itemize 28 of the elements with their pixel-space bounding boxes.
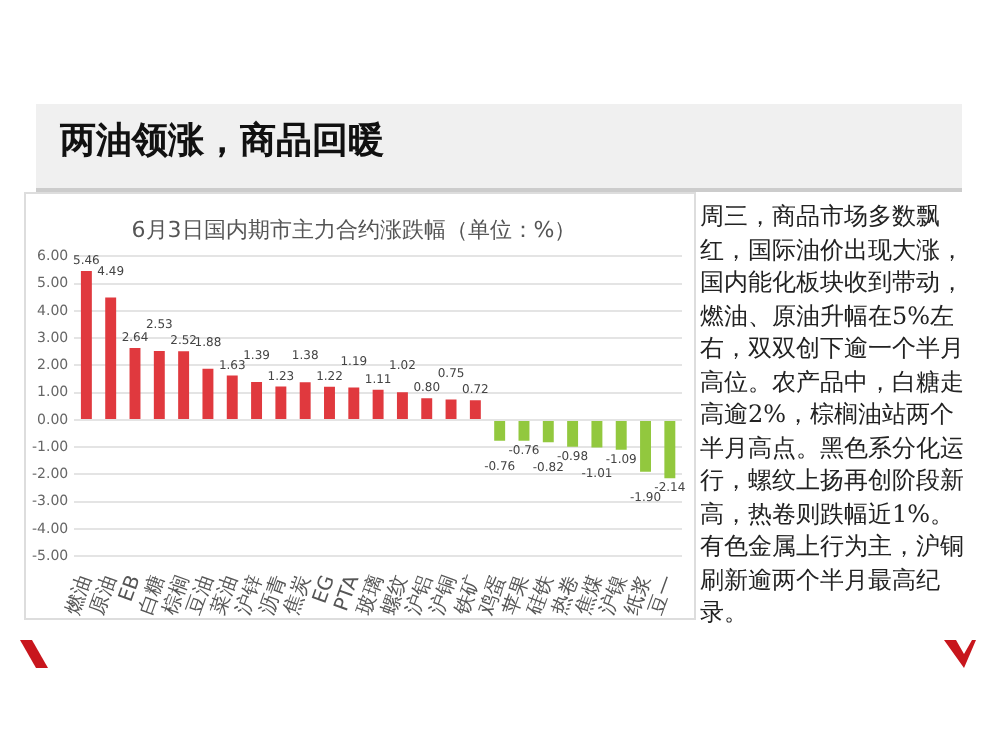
bar [469, 400, 481, 419]
bar [372, 389, 384, 419]
bar [105, 297, 117, 419]
bar [518, 420, 530, 441]
bar [615, 420, 627, 450]
bar [275, 386, 287, 419]
bar [396, 392, 408, 419]
bar [348, 387, 360, 419]
chart-subtitle: 6月3日国内期市主力合约涨跌幅（单位：%） [131, 216, 577, 243]
bar [226, 375, 238, 419]
bar [299, 382, 311, 419]
bar [178, 351, 190, 419]
bar [445, 399, 457, 419]
bar [494, 420, 506, 441]
bar [567, 420, 579, 447]
bar [421, 398, 433, 419]
bar [202, 368, 214, 419]
bar [664, 420, 676, 479]
bar [153, 350, 165, 419]
bar [591, 420, 603, 448]
bar [324, 386, 335, 419]
bar [542, 420, 554, 443]
bar [640, 420, 651, 472]
text: 周三，商品市场多数飘红，国际油价出现大涨，国内能化板块收到带动，燃油、原油升幅在5%左右，双双创下逾一个半月高位。农产品中，白糖走高逾2%，棕榈油站两个半月高点。黑色系分化运行，螺纹上扬再创阶段新高，热卷则跌幅近1%。有色金属上行为主，沪铜刷新逾两个半月最高纪录。 [700, 202, 964, 626]
bar [80, 271, 92, 419]
bar [251, 382, 263, 419]
bar [129, 347, 141, 419]
chart-title: 两油领涨，商品回暖 [60, 118, 384, 164]
